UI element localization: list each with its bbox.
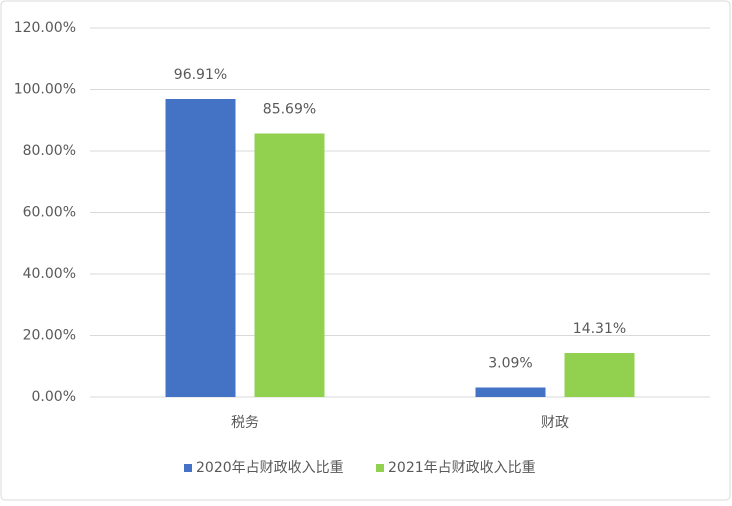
x-tick-label: 税务 xyxy=(231,415,259,431)
y-tick-label: 80.00% xyxy=(23,143,76,159)
legend-swatch xyxy=(376,464,384,472)
bar xyxy=(165,99,236,398)
y-tick-label: 40.00% xyxy=(23,266,76,282)
bar xyxy=(564,352,635,397)
bar xyxy=(475,387,546,397)
x-tick-label: 财政 xyxy=(541,415,569,431)
y-tick-label: 120.00% xyxy=(14,20,76,36)
bar xyxy=(254,133,325,398)
y-tick-label: 60.00% xyxy=(23,205,76,221)
y-tick-label: 0.00% xyxy=(32,389,76,405)
value-label: 14.31% xyxy=(573,321,626,337)
legend-swatch xyxy=(184,464,192,472)
legend-label: 2021年占财政收入比重 xyxy=(388,460,536,476)
value-label: 96.91% xyxy=(174,67,227,83)
y-tick-label: 20.00% xyxy=(23,328,76,344)
value-label: 85.69% xyxy=(263,102,316,118)
y-tick-label: 100.00% xyxy=(14,82,76,98)
value-label: 3.09% xyxy=(488,355,532,371)
legend-label: 2020年占财政收入比重 xyxy=(196,460,344,476)
